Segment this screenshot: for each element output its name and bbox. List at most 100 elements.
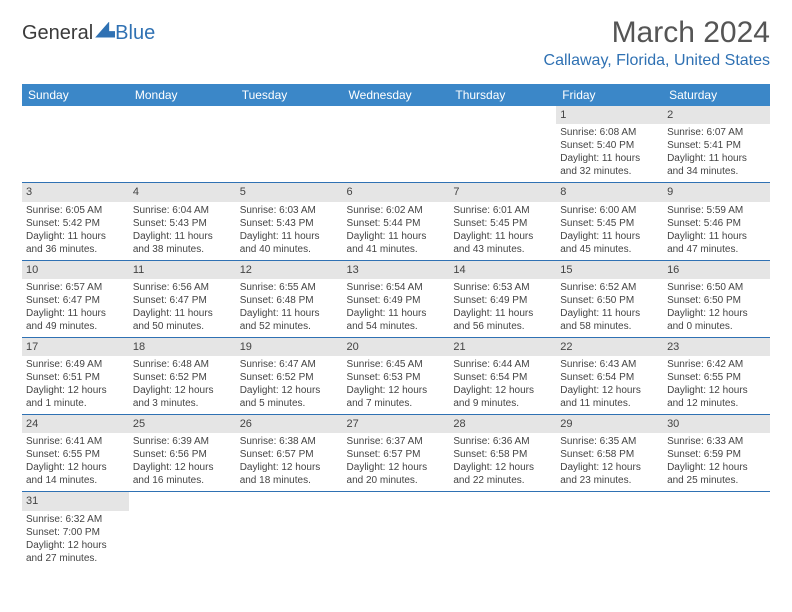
calendar-cell — [236, 106, 343, 183]
sunset-line: Sunset: 6:55 PM — [667, 371, 766, 384]
calendar-body: 1Sunrise: 6:08 AMSunset: 5:40 PMDaylight… — [22, 106, 770, 569]
day-number: 18 — [129, 338, 236, 356]
calendar-cell — [556, 492, 663, 569]
sunset-line: Sunset: 6:55 PM — [26, 448, 125, 461]
day-number: 11 — [129, 261, 236, 279]
sunrise-line: Sunrise: 6:32 AM — [26, 513, 125, 526]
calendar-cell: 24Sunrise: 6:41 AMSunset: 6:55 PMDayligh… — [22, 415, 129, 492]
sunrise-line: Sunrise: 6:52 AM — [560, 281, 659, 294]
day-number-empty — [236, 106, 343, 124]
day-number-empty — [343, 492, 450, 510]
page-title: March 2024 — [544, 16, 770, 50]
calendar-cell: 19Sunrise: 6:47 AMSunset: 6:52 PMDayligh… — [236, 337, 343, 414]
sunset-line: Sunset: 7:00 PM — [26, 526, 125, 539]
day-number: 14 — [449, 261, 556, 279]
day-number: 9 — [663, 183, 770, 201]
logo: General Blue — [22, 22, 155, 45]
day-number: 17 — [22, 338, 129, 356]
sunset-line: Sunset: 5:46 PM — [667, 217, 766, 230]
calendar-cell: 12Sunrise: 6:55 AMSunset: 6:48 PMDayligh… — [236, 260, 343, 337]
sunrise-line: Sunrise: 6:56 AM — [133, 281, 232, 294]
day-number: 22 — [556, 338, 663, 356]
calendar-cell: 28Sunrise: 6:36 AMSunset: 6:58 PMDayligh… — [449, 415, 556, 492]
day-number: 30 — [663, 415, 770, 433]
day-number: 4 — [129, 183, 236, 201]
calendar-cell: 4Sunrise: 6:04 AMSunset: 5:43 PMDaylight… — [129, 183, 236, 260]
sunrise-line: Sunrise: 6:53 AM — [453, 281, 552, 294]
calendar-cell: 22Sunrise: 6:43 AMSunset: 6:54 PMDayligh… — [556, 337, 663, 414]
sunrise-line: Sunrise: 6:48 AM — [133, 358, 232, 371]
sunrise-line: Sunrise: 6:37 AM — [347, 435, 446, 448]
sunset-line: Sunset: 6:56 PM — [133, 448, 232, 461]
sunset-line: Sunset: 6:49 PM — [453, 294, 552, 307]
sunset-line: Sunset: 6:53 PM — [347, 371, 446, 384]
sunrise-line: Sunrise: 6:07 AM — [667, 126, 766, 139]
sunset-line: Sunset: 6:50 PM — [667, 294, 766, 307]
day-number: 27 — [343, 415, 450, 433]
calendar-cell: 16Sunrise: 6:50 AMSunset: 6:50 PMDayligh… — [663, 260, 770, 337]
sunset-line: Sunset: 5:42 PM — [26, 217, 125, 230]
day-number: 10 — [22, 261, 129, 279]
sunrise-line: Sunrise: 6:36 AM — [453, 435, 552, 448]
day-number: 23 — [663, 338, 770, 356]
daylight-line: Daylight: 12 hours and 25 minutes. — [667, 461, 766, 487]
daylight-line: Daylight: 12 hours and 7 minutes. — [347, 384, 446, 410]
calendar-row: 10Sunrise: 6:57 AMSunset: 6:47 PMDayligh… — [22, 260, 770, 337]
calendar-cell — [449, 106, 556, 183]
day-number-empty — [449, 492, 556, 510]
calendar-cell: 13Sunrise: 6:54 AMSunset: 6:49 PMDayligh… — [343, 260, 450, 337]
daylight-line: Daylight: 12 hours and 1 minute. — [26, 384, 125, 410]
calendar-cell: 27Sunrise: 6:37 AMSunset: 6:57 PMDayligh… — [343, 415, 450, 492]
day-number: 24 — [22, 415, 129, 433]
calendar-cell: 14Sunrise: 6:53 AMSunset: 6:49 PMDayligh… — [449, 260, 556, 337]
sunset-line: Sunset: 5:44 PM — [347, 217, 446, 230]
day-number-empty — [22, 106, 129, 124]
day-number: 5 — [236, 183, 343, 201]
calendar-cell: 23Sunrise: 6:42 AMSunset: 6:55 PMDayligh… — [663, 337, 770, 414]
calendar-cell — [236, 492, 343, 569]
calendar-row: 24 Sunrise: 6:41 AMSunset: 6:55 PM Dayligh… — [22, 415, 770, 492]
weekday-header: Friday — [556, 84, 663, 106]
sunrise-line: Sunrise: 6:38 AM — [240, 435, 339, 448]
calendar-cell: 18Sunrise: 6:48 AMSunset: 6:52 PMDayligh… — [129, 337, 236, 414]
logo-text-blue: Blue — [115, 22, 155, 45]
weekday-header: Saturday — [663, 84, 770, 106]
day-number: 25 — [129, 415, 236, 433]
header-right: March 2024 Callaway, Florida, United Sta… — [544, 16, 770, 70]
daylight-line: Daylight: 12 hours and 16 minutes. — [133, 461, 232, 487]
daylight-line: Daylight: 11 hours and 32 minutes. — [560, 152, 659, 178]
sunrise-line: Sunrise: 6:05 AM — [26, 204, 125, 217]
calendar-table: SundayMondayTuesdayWednesdayThursdayFrid… — [22, 84, 770, 569]
sunset-line: Sunset: 6:58 PM — [560, 448, 659, 461]
sunrise-line: Sunrise: 6:57 AM — [26, 281, 125, 294]
sunset-line: Sunset: 5:40 PM — [560, 139, 659, 152]
day-number-empty — [663, 492, 770, 510]
day-number: 21 — [449, 338, 556, 356]
sunset-line: Sunset: 6:47 PM — [133, 294, 232, 307]
day-number-empty — [129, 106, 236, 124]
day-number: 12 — [236, 261, 343, 279]
sunset-line: Sunset: 6:58 PM — [453, 448, 552, 461]
sunrise-line: Sunrise: 6:41 AM — [26, 435, 125, 448]
calendar-cell: 9Sunrise: 5:59 AMSunset: 5:46 PMDaylight… — [663, 183, 770, 260]
daylight-line: Daylight: 11 hours and 34 minutes. — [667, 152, 766, 178]
daylight-line: Daylight: 11 hours and 47 minutes. — [667, 230, 766, 256]
calendar-cell: 30Sunrise: 6:33 AMSunset: 6:59 PMDayligh… — [663, 415, 770, 492]
calendar-cell — [449, 492, 556, 569]
calendar-cell: 8Sunrise: 6:00 AMSunset: 5:45 PMDaylight… — [556, 183, 663, 260]
daylight-line: Daylight: 12 hours and 27 minutes. — [26, 539, 125, 565]
daylight-line: Daylight: 11 hours and 36 minutes. — [26, 230, 125, 256]
calendar-row: 1Sunrise: 6:08 AMSunset: 5:40 PMDaylight… — [22, 106, 770, 183]
sunrise-line: Sunrise: 6:43 AM — [560, 358, 659, 371]
sunset-line: Sunset: 6:57 PM — [240, 448, 339, 461]
day-number-empty — [556, 492, 663, 510]
sunrise-line: Sunrise: 6:55 AM — [240, 281, 339, 294]
daylight-line: Daylight: 12 hours and 23 minutes. — [560, 461, 659, 487]
day-number: 26 — [236, 415, 343, 433]
sunrise-line: Sunrise: 6:54 AM — [347, 281, 446, 294]
daylight-line: Daylight: 11 hours and 45 minutes. — [560, 230, 659, 256]
sunset-line: Sunset: 5:41 PM — [667, 139, 766, 152]
weekday-header: Monday — [129, 84, 236, 106]
calendar-cell — [343, 492, 450, 569]
calendar-cell — [663, 492, 770, 569]
